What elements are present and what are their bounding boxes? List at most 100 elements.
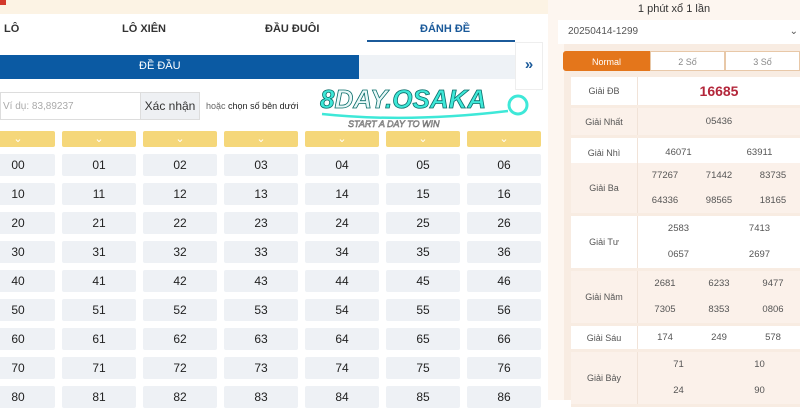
number-cell[interactable]: 45 — [386, 270, 460, 292]
number-input[interactable]: Ví dụ: 83,89237 — [0, 92, 140, 120]
number-cell[interactable]: 22 — [143, 212, 217, 234]
number-cell[interactable]: 41 — [62, 270, 136, 292]
brand-mark — [0, 0, 6, 5]
prize-value: 18165 — [759, 194, 787, 206]
prize-row: Giải Ba 77267 71442 83735 64336 98565 18165 — [571, 163, 800, 216]
number-cell[interactable]: 42 — [143, 270, 217, 292]
column-chevron-icon[interactable]: ⌄ — [224, 131, 298, 147]
mode-2-so[interactable]: 2 Số — [650, 51, 725, 71]
active-tab-indicator — [367, 40, 515, 42]
number-cell[interactable]: 71 — [62, 357, 136, 379]
number-cell[interactable]: 40 — [0, 270, 55, 292]
tab-danh-de[interactable]: ĐÁNH ĐỀ — [420, 23, 471, 35]
number-cell[interactable]: 66 — [467, 328, 541, 350]
number-cell[interactable]: 56 — [467, 299, 541, 321]
number-cell[interactable]: 30 — [0, 241, 55, 263]
prize-row: Giải Sáu 174 249 578 — [571, 326, 800, 352]
number-cell[interactable]: 61 — [62, 328, 136, 350]
number-cell[interactable]: 44 — [305, 270, 379, 292]
svg-text:START A DAY TO WIN: START A DAY TO WIN — [348, 119, 440, 129]
number-cell[interactable]: 31 — [62, 241, 136, 263]
number-cell[interactable]: 05 — [386, 154, 460, 176]
number-cell[interactable]: 26 — [467, 212, 541, 234]
number-cell[interactable]: 82 — [143, 386, 217, 408]
prize-label: Giải ĐB — [571, 77, 638, 105]
chevron-down-icon: ⌄ — [789, 26, 798, 37]
number-cell[interactable]: 21 — [62, 212, 136, 234]
number-cell[interactable]: 86 — [467, 386, 541, 408]
number-cell[interactable]: 73 — [224, 357, 298, 379]
number-cell[interactable]: 64 — [305, 328, 379, 350]
number-cell[interactable]: 01 — [62, 154, 136, 176]
column-chevron-icon[interactable]: ⌄ — [62, 131, 136, 147]
number-cell[interactable]: 10 — [0, 183, 55, 205]
mode-normal[interactable]: Normal — [563, 51, 650, 71]
number-cell[interactable]: 74 — [305, 357, 379, 379]
prize-row: Giải Bảy 71 10 24 90 — [571, 352, 800, 407]
number-cell[interactable]: 80 — [0, 386, 55, 408]
number-cell[interactable]: 04 — [305, 154, 379, 176]
number-cell[interactable]: 14 — [305, 183, 379, 205]
number-cell[interactable]: 15 — [386, 183, 460, 205]
number-cell[interactable]: 62 — [143, 328, 217, 350]
number-cell[interactable]: 11 — [62, 183, 136, 205]
column-chevron-icon[interactable]: ⌄ — [143, 131, 217, 147]
column-chevron-icon[interactable]: ⌄ — [305, 131, 379, 147]
number-cell[interactable]: 34 — [305, 241, 379, 263]
number-cell[interactable]: 50 — [0, 299, 55, 321]
confirm-button[interactable]: Xác nhận — [140, 92, 200, 120]
number-cell[interactable]: 55 — [386, 299, 460, 321]
tab-lo[interactable]: LÔ — [4, 23, 20, 35]
number-cell[interactable]: 12 — [143, 183, 217, 205]
number-cell[interactable]: 84 — [305, 386, 379, 408]
number-cell[interactable]: 20 — [0, 212, 55, 234]
prize-row: Giải Nhất 05436 — [571, 108, 800, 138]
number-cell[interactable]: 52 — [143, 299, 217, 321]
number-cell[interactable]: 25 — [386, 212, 460, 234]
number-cell[interactable]: 60 — [0, 328, 55, 350]
prize-value: 249 — [711, 331, 727, 343]
number-cell[interactable]: 83 — [224, 386, 298, 408]
column-chevron-icon[interactable]: ⌄ — [386, 131, 460, 147]
number-cell[interactable]: 70 — [0, 357, 55, 379]
prize-value: 71 — [673, 359, 684, 370]
number-cell[interactable]: 85 — [386, 386, 460, 408]
number-cell[interactable]: 13 — [224, 183, 298, 205]
number-cell[interactable]: 51 — [62, 299, 136, 321]
number-cell[interactable]: 76 — [467, 357, 541, 379]
number-cell[interactable]: 36 — [467, 241, 541, 263]
number-cell[interactable]: 54 — [305, 299, 379, 321]
tab-lo-xien[interactable]: LÔ XIÊN — [122, 23, 167, 35]
prize-value: 174 — [657, 331, 673, 343]
number-cell[interactable]: 32 — [143, 241, 217, 263]
number-cell[interactable]: 03 — [224, 154, 298, 176]
top-bar — [0, 0, 548, 14]
tab-dau-duoi[interactable]: ĐẦU ĐUÔI — [265, 23, 320, 35]
number-cell[interactable]: 06 — [467, 154, 541, 176]
prize-value: 2697 — [748, 249, 771, 260]
number-cell[interactable]: 43 — [224, 270, 298, 292]
number-cell[interactable]: 63 — [224, 328, 298, 350]
double-chevron-right-icon[interactable]: » — [515, 42, 543, 90]
number-cell[interactable]: 81 — [62, 386, 136, 408]
number-cell[interactable]: 72 — [143, 357, 217, 379]
column-chevron-icon[interactable]: ⌄ — [0, 131, 55, 147]
column-chevron-icon[interactable]: ⌄ — [467, 131, 541, 147]
number-cell[interactable]: 46 — [467, 270, 541, 292]
number-cell[interactable]: 24 — [305, 212, 379, 234]
number-cell[interactable]: 23 — [224, 212, 298, 234]
number-cell[interactable]: 53 — [224, 299, 298, 321]
number-cell[interactable]: 16 — [467, 183, 541, 205]
prize-value: 9477 — [762, 278, 784, 289]
mode-3-so[interactable]: 3 Số — [725, 51, 800, 71]
subtab-de-dau[interactable]: ĐỀ ĐẦU — [0, 55, 359, 79]
draw-select[interactable]: 20250414-1299 ⌄ — [558, 20, 800, 44]
number-cell[interactable]: 33 — [224, 241, 298, 263]
number-cell[interactable]: 02 — [143, 154, 217, 176]
number-cell[interactable]: 35 — [386, 241, 460, 263]
number-cell[interactable]: 65 — [386, 328, 460, 350]
prize-value: 16685 — [699, 83, 739, 99]
prize-value: 77267 — [651, 169, 679, 181]
number-cell[interactable]: 75 — [386, 357, 460, 379]
number-cell[interactable]: 00 — [0, 154, 55, 176]
